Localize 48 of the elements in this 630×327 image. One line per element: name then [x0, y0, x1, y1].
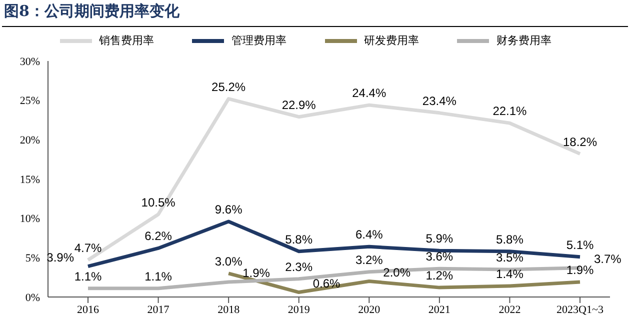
legend-label: 销售费用率 [98, 33, 154, 48]
data-label: 1.1% [74, 269, 102, 284]
data-label: 4.7% [74, 241, 102, 256]
y-tick-label: 15% [20, 174, 40, 186]
legend-label: 财务费用率 [495, 33, 552, 48]
x-tick-label: 2022 [498, 304, 521, 316]
data-label: 1.4% [496, 266, 524, 281]
chart-title: 图8：公司期间费用率变化 [3, 1, 180, 22]
x-tick-label: 2016 [77, 304, 100, 316]
data-label: 6.4% [355, 228, 384, 242]
data-label: 5.8% [285, 232, 313, 246]
y-tick-label: 5% [25, 252, 40, 265]
data-label: 24.4% [352, 86, 386, 100]
data-label: 18.2% [562, 134, 598, 149]
legend-label: 管理费用率 [230, 33, 286, 48]
data-label: 3.6% [426, 250, 454, 264]
data-label: 9.6% [214, 202, 243, 216]
y-tick-label: 25% [20, 95, 40, 108]
data-label: 22.9% [282, 98, 316, 112]
data-label: 2.3% [285, 260, 313, 274]
data-label: 23.4% [422, 94, 457, 108]
data-label: 1.1% [144, 269, 172, 284]
data-label: 25.2% [212, 80, 246, 94]
x-tick-label: 2017 [147, 304, 170, 316]
x-tick-label: 2020 [358, 304, 381, 316]
data-label: 22.1% [492, 104, 528, 118]
y-tick-label: 20% [20, 134, 40, 147]
data-label: 10.5% [141, 195, 176, 210]
legend-label: 研发费用率 [362, 33, 419, 48]
data-label: 1.2% [426, 268, 454, 283]
data-label: 3.5% [496, 250, 524, 264]
data-label: 5.8% [496, 232, 524, 246]
y-tick-label: 0% [25, 292, 40, 304]
data-label: 5.1% [566, 238, 594, 252]
data-label: 1.9% [566, 263, 594, 278]
x-tick-label: 2021 [428, 304, 450, 316]
data-label: 3.2% [355, 252, 384, 267]
data-label: 1.9% [242, 266, 270, 280]
x-tick-label: 2019 [288, 304, 310, 316]
data-label: 2.0% [383, 265, 411, 280]
y-tick-label: 30% [20, 56, 40, 68]
data-label: 6.2% [144, 229, 172, 244]
data-label: 5.9% [426, 232, 454, 246]
data-label: 3.7% [594, 252, 622, 266]
data-label: 3.0% [214, 254, 243, 268]
x-tick-label: 2023Q1~3 [556, 304, 604, 316]
y-tick-label: 10% [20, 213, 40, 226]
x-tick-label: 2018 [218, 304, 240, 316]
